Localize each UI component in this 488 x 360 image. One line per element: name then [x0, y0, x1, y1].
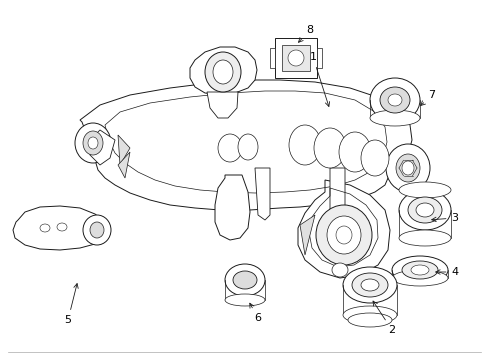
- Ellipse shape: [385, 144, 429, 192]
- Text: 2: 2: [372, 301, 395, 335]
- Polygon shape: [297, 180, 389, 278]
- Ellipse shape: [315, 205, 371, 265]
- Ellipse shape: [342, 267, 396, 303]
- Polygon shape: [215, 175, 249, 240]
- Ellipse shape: [40, 224, 50, 232]
- Ellipse shape: [238, 134, 258, 160]
- Ellipse shape: [351, 273, 387, 297]
- Ellipse shape: [331, 263, 347, 277]
- Ellipse shape: [398, 182, 450, 198]
- Ellipse shape: [224, 264, 264, 296]
- Ellipse shape: [335, 226, 351, 244]
- Ellipse shape: [204, 52, 241, 92]
- Bar: [316, 48, 321, 68]
- Text: 7: 7: [420, 90, 435, 105]
- Ellipse shape: [387, 94, 401, 106]
- Ellipse shape: [83, 131, 103, 155]
- Ellipse shape: [83, 215, 111, 245]
- Polygon shape: [118, 152, 130, 178]
- Text: 1: 1: [309, 52, 329, 107]
- Ellipse shape: [342, 306, 396, 324]
- Polygon shape: [118, 135, 130, 165]
- Polygon shape: [190, 47, 257, 95]
- Bar: [269, 48, 274, 68]
- Ellipse shape: [395, 154, 419, 182]
- Polygon shape: [90, 130, 115, 165]
- Ellipse shape: [369, 110, 419, 126]
- Ellipse shape: [398, 230, 450, 246]
- Text: 4: 4: [435, 267, 458, 277]
- Ellipse shape: [391, 256, 447, 284]
- Ellipse shape: [369, 78, 419, 122]
- Polygon shape: [329, 168, 345, 224]
- Bar: [282, 45, 309, 71]
- Text: 3: 3: [431, 213, 458, 223]
- Ellipse shape: [401, 261, 437, 279]
- Ellipse shape: [338, 132, 370, 172]
- Ellipse shape: [232, 271, 257, 289]
- Text: 6: 6: [249, 303, 261, 323]
- Polygon shape: [13, 206, 108, 250]
- Ellipse shape: [347, 313, 391, 327]
- Ellipse shape: [213, 60, 232, 84]
- Ellipse shape: [218, 134, 242, 162]
- Polygon shape: [254, 168, 269, 220]
- Ellipse shape: [391, 270, 447, 286]
- Ellipse shape: [288, 125, 320, 165]
- Ellipse shape: [398, 190, 450, 230]
- Ellipse shape: [410, 265, 428, 275]
- Polygon shape: [80, 80, 411, 210]
- Ellipse shape: [326, 216, 360, 254]
- Ellipse shape: [75, 123, 111, 163]
- Polygon shape: [299, 215, 314, 255]
- Ellipse shape: [90, 222, 104, 238]
- Text: 8: 8: [298, 25, 313, 42]
- Ellipse shape: [57, 223, 67, 231]
- Ellipse shape: [401, 161, 413, 175]
- Ellipse shape: [287, 50, 304, 66]
- Polygon shape: [206, 92, 238, 118]
- Bar: [274, 38, 316, 78]
- Ellipse shape: [224, 294, 264, 306]
- Ellipse shape: [313, 128, 346, 168]
- Ellipse shape: [360, 279, 378, 291]
- Ellipse shape: [88, 137, 98, 149]
- Ellipse shape: [379, 87, 409, 113]
- Ellipse shape: [360, 140, 388, 176]
- Text: 5: 5: [64, 284, 78, 325]
- Ellipse shape: [407, 197, 441, 223]
- Ellipse shape: [415, 203, 433, 217]
